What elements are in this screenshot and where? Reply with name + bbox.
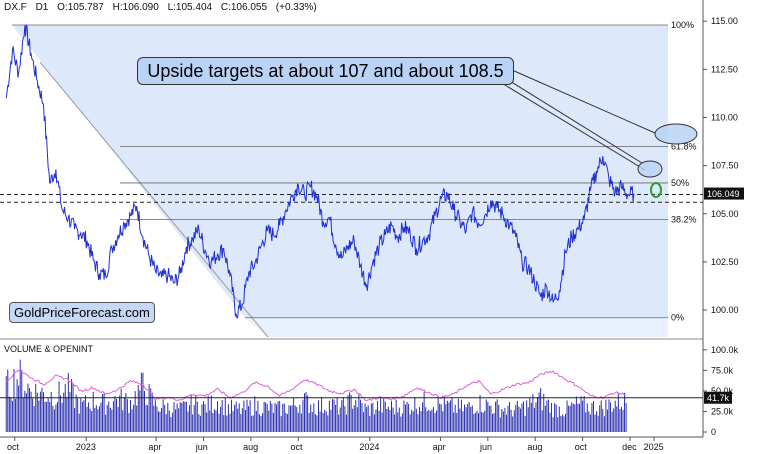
volume-tick-label: 25.0k: [711, 406, 734, 416]
price-tick-label: 105.00: [711, 209, 739, 219]
price-tick-label: 110.00: [711, 112, 738, 122]
trend-line: [39, 61, 269, 338]
low-value: L:105.404: [167, 2, 213, 13]
targets-callout: Upside targets at about 107 and about 10…: [137, 57, 514, 85]
interval-label: D1: [35, 2, 49, 13]
last-price-tag: [704, 187, 744, 200]
volume-tick-label: 100.0k: [711, 345, 739, 355]
last-volume-label: 41.7k: [707, 393, 730, 403]
price-tick-label: 102.50: [711, 257, 739, 267]
time-tick-label: oct: [7, 442, 20, 452]
close-value: C:106.055: [220, 2, 268, 13]
time-tick-label: oct: [575, 442, 588, 452]
price-tick-label: 107.50: [711, 161, 739, 171]
volume-panel-title: VOLUME & OPENINT: [4, 344, 94, 354]
volume-tick-label: 0: [711, 427, 716, 437]
open-value: O:105.787: [57, 2, 104, 13]
volume-tick-label: 75.0k: [711, 365, 734, 375]
price-series-line: [5, 24, 635, 319]
callout-pointer: [504, 77, 643, 164]
high-value: H:106.090: [112, 2, 159, 13]
fib-level-label: 100%: [671, 20, 694, 30]
chart-header: DX.F D1 O:105.787 H:106.090 L:105.404 C:…: [4, 2, 323, 13]
time-tick-label: oct: [290, 442, 303, 452]
last-volume-tag: [704, 391, 732, 404]
time-tick-label: aug: [243, 442, 258, 452]
price-tick-label: 112.50: [711, 64, 738, 74]
symbol-label: DX.F: [4, 2, 27, 13]
time-tick-label: 2023: [76, 442, 96, 452]
volume-tick-label: 50.0k: [711, 386, 734, 396]
open-interest-line: [6, 369, 627, 402]
callout-pointer: [511, 69, 656, 134]
price-tick-label: 100.00: [711, 305, 739, 315]
time-tick-label: jun: [479, 442, 492, 452]
time-tick-label: dec: [622, 442, 637, 452]
fib-level-label: 50%: [671, 178, 689, 188]
fib-level-label: 0%: [671, 313, 684, 323]
fibonacci-zone-lower: [245, 317, 668, 337]
site-watermark: GoldPriceForecast.com: [9, 302, 155, 323]
target-ellipse-108: [654, 123, 698, 145]
time-tick-label: apr: [433, 442, 446, 452]
fib-level-label: 61.8%: [671, 141, 697, 151]
time-tick-label: jun: [195, 442, 208, 452]
last-price-label: 106.049: [707, 189, 740, 199]
callout-pointer: [499, 81, 646, 171]
fib-level-label: 38.2%: [671, 215, 697, 225]
time-tick-label: 2025: [644, 442, 664, 452]
time-tick-label: 2024: [359, 442, 379, 452]
time-tick-label: apr: [148, 442, 161, 452]
time-tick-label: aug: [527, 442, 542, 452]
support-ellipse: [650, 182, 662, 198]
fibonacci-zone: [12, 25, 668, 318]
price-tick-label: 115.00: [711, 16, 738, 26]
target-ellipse-107: [637, 160, 663, 178]
change-value: (+0.33%): [275, 2, 317, 13]
